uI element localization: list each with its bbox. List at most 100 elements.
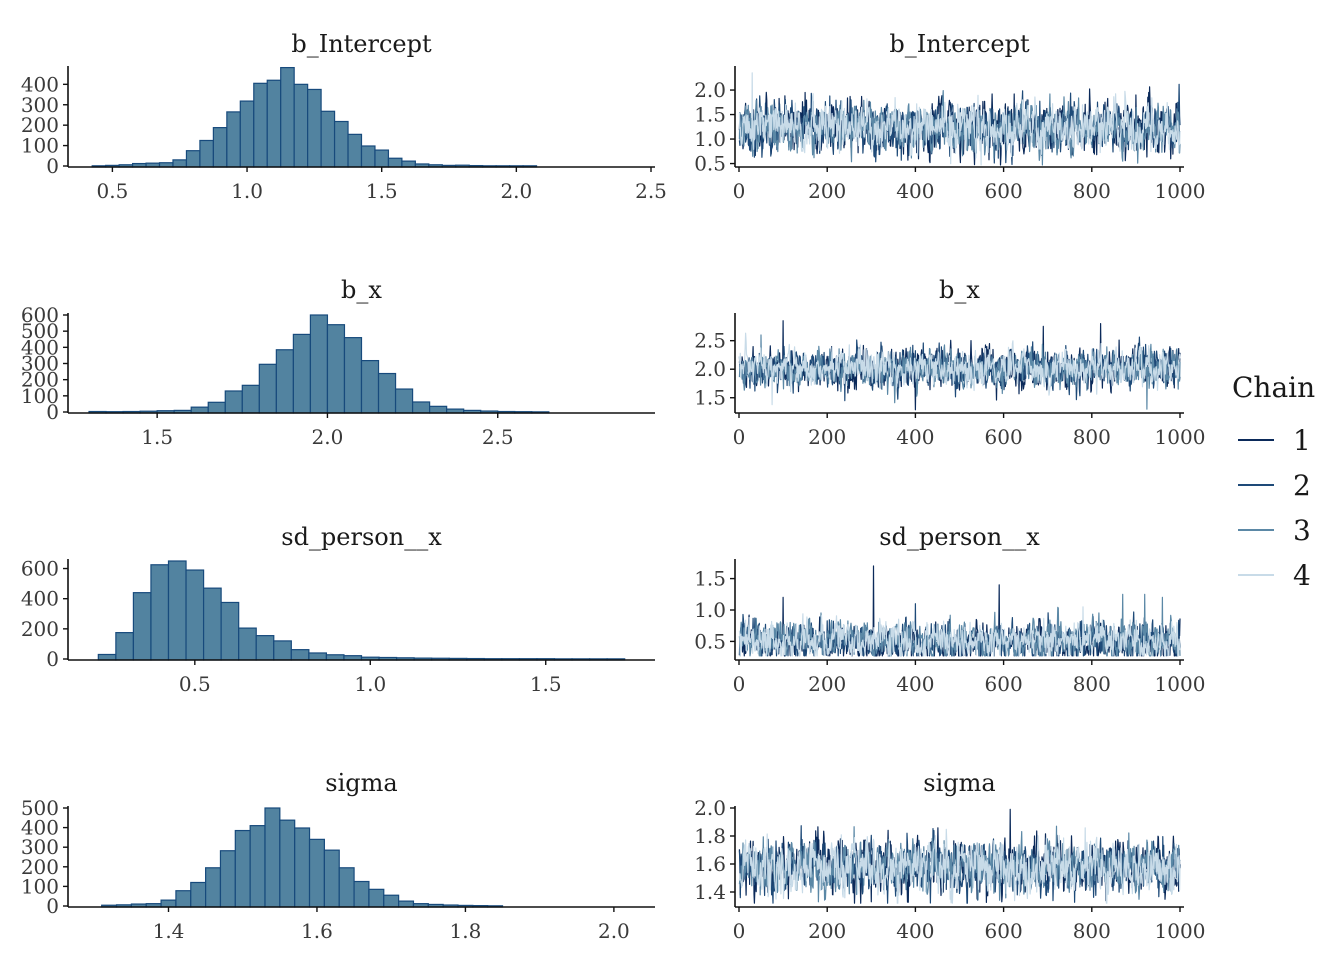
sigma-trace-chain-4-line [738, 827, 1181, 904]
sd-person-x-histogram-x-tick-label: 1.0 [354, 672, 386, 696]
b-x-trace-x-tick-label: 200 [808, 425, 846, 449]
b-intercept-trace-y-tick-label: 1.5 [694, 103, 726, 127]
b-x-histogram-bar [377, 372, 397, 414]
sigma-histogram-bar [279, 819, 296, 908]
b-x-trace-title: b_x [939, 276, 980, 304]
sigma-histogram-y-tick-label: 100 [21, 874, 59, 898]
b-x-trace-y-tick-label: 2.0 [694, 357, 726, 381]
legend-chain-4-label: 4 [1293, 559, 1311, 592]
b-x-histogram-bar [241, 384, 260, 414]
b-intercept-histogram-bar [307, 88, 322, 168]
sd-person-x-histogram-panel: sd_person__x 0.5 1.0 1.5 0 200 400 600 [21, 523, 655, 696]
sigma-histogram-bar [234, 829, 251, 908]
sigma-histogram-x-tick-label: 1.6 [301, 919, 333, 943]
b-intercept-histogram-bar [172, 159, 188, 168]
sigma-trace-panel: sigma 0 200 400 600 800 1000 1.4 1.6 1.8 2.0 [694, 769, 1205, 943]
sd-person-x-trace-x-tick-label: 0 [733, 672, 746, 696]
sigma-histogram-y-tick-label: 400 [21, 816, 59, 840]
sd-person-x-histogram-bar [273, 640, 292, 661]
sigma-histogram-x-tick-label: 2.0 [598, 919, 630, 943]
b-intercept-histogram-y-tick-label: 400 [21, 72, 59, 96]
b-x-trace-x-tick-label: 600 [985, 425, 1023, 449]
b-x-histogram-bar [292, 333, 312, 414]
b-intercept-histogram-y-tick-label: 200 [21, 113, 59, 137]
b-intercept-histogram-bar [185, 150, 201, 168]
b-x-histogram-bar [429, 405, 448, 414]
sd-person-x-histogram-x-tick-label: 1.5 [530, 672, 562, 696]
b-x-histogram-bar [258, 363, 277, 414]
sigma-trace-x-tick-label: 400 [896, 919, 934, 943]
sigma-histogram-bar [205, 867, 222, 908]
b-intercept-histogram-bar [280, 66, 295, 168]
b-intercept-histogram-x-tick-label: 1.0 [231, 179, 263, 203]
sd-person-x-trace-panel: sd_person__x 0 200 400 600 800 1000 0.5 1.0 1.5 [694, 523, 1205, 696]
legend-chain-2-label: 2 [1293, 469, 1311, 502]
sd-person-x-histogram-bar [132, 592, 152, 661]
b-x-histogram-y-tick-label: 100 [21, 384, 59, 408]
sigma-histogram-y-tick-label: 500 [21, 796, 59, 820]
sigma-histogram-bar [160, 899, 177, 908]
sigma-histogram-bar [308, 838, 325, 908]
b-x-trace-panel: b_x 0 200 400 600 800 1000 1.5 2.0 2.5 [694, 276, 1205, 449]
sigma-histogram-bar [249, 825, 266, 908]
sd-person-x-trace-title: sd_person__x [879, 523, 1040, 551]
sigma-histogram-bar [294, 827, 311, 908]
b-intercept-trace-x-tick-label: 1000 [1155, 179, 1206, 203]
b-x-histogram-bar [326, 324, 346, 414]
sd-person-x-histogram-bar [115, 632, 135, 661]
b-intercept-histogram-x-tick-label: 2.5 [635, 179, 667, 203]
sigma-histogram-bar [264, 807, 281, 908]
b-intercept-trace-panel: b_Intercept 0 200 400 600 800 1000 0.51.01.52.0 [694, 30, 1205, 203]
sd-person-x-trace-chain-3-line [738, 593, 1181, 657]
sigma-trace-y-tick-label: 1.4 [694, 880, 726, 904]
b-intercept-histogram-title: b_Intercept [291, 30, 432, 58]
b-intercept-histogram-bar [253, 82, 268, 168]
b-x-histogram-y-tick-label: 0 [46, 400, 59, 424]
sigma-trace-chain-2-line [738, 825, 1181, 904]
b-x-histogram-bar [275, 349, 294, 414]
sigma-trace-x-tick-label: 0 [733, 919, 746, 943]
sd-person-x-trace-chain-4-line [738, 606, 1181, 657]
chain-legend: Chain 1 2 3 4 [1232, 371, 1315, 592]
b-x-histogram-bar [207, 401, 226, 414]
sd-person-x-trace-y-tick-label: 1.5 [694, 567, 726, 591]
b-x-histogram-bar [394, 388, 414, 414]
sigma-trace-x-tick-label: 1000 [1155, 919, 1206, 943]
sd-person-x-histogram-bar [167, 560, 187, 661]
b-intercept-histogram-bar [199, 139, 214, 168]
b-intercept-trace-x-tick-label: 200 [808, 179, 846, 203]
sigma-trace-x-tick-label: 800 [1073, 919, 1111, 943]
b-x-histogram-bar [190, 406, 209, 414]
sd-person-x-histogram-bar [308, 652, 328, 661]
b-x-histogram-x-tick-label: 2.5 [482, 425, 514, 449]
sigma-trace-y-tick-label: 1.8 [694, 824, 726, 848]
b-intercept-histogram-x-tick-label: 1.5 [366, 179, 398, 203]
b-x-histogram-y-tick-label: 300 [21, 352, 59, 376]
sigma-histogram-bar [398, 900, 415, 908]
b-x-trace-y-tick-label: 2.5 [694, 329, 726, 353]
b-x-histogram-x-tick-label: 2.0 [312, 425, 344, 449]
legend-chain-3-label: 3 [1293, 514, 1311, 547]
legend-chain-1-label: 1 [1293, 424, 1311, 457]
b-x-trace-x-tick-label: 800 [1073, 425, 1111, 449]
b-intercept-histogram-bar [347, 133, 363, 168]
sigma-histogram-bar [323, 849, 340, 908]
b-intercept-histogram-bar [320, 110, 336, 168]
sd-person-x-trace-y-tick-label: 0.5 [694, 629, 726, 653]
b-x-trace-x-tick-label: 1000 [1155, 425, 1206, 449]
b-intercept-trace-chain-4-line [738, 72, 1181, 166]
sd-person-x-histogram-bar [290, 649, 310, 661]
sd-person-x-trace-x-tick-label: 400 [896, 672, 934, 696]
sd-person-x-histogram-bar [255, 635, 275, 661]
sd-person-x-histogram-bar [238, 627, 257, 661]
sd-person-x-trace-y-tick-label: 1.0 [694, 598, 726, 622]
b-x-histogram-title: b_x [341, 276, 382, 304]
sigma-histogram-title: sigma [325, 769, 397, 797]
sigma-histogram-bar [338, 867, 355, 908]
b-x-histogram-bar [309, 314, 329, 414]
b-x-histogram-bar [411, 401, 431, 414]
sd-person-x-trace-x-tick-label: 800 [1073, 672, 1111, 696]
